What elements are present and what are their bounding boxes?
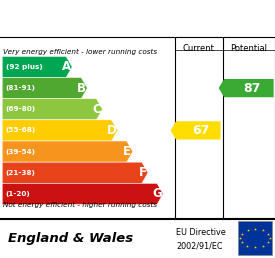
Text: B: B <box>77 82 86 95</box>
Polygon shape <box>219 79 274 97</box>
Text: Energy Efficiency Rating: Energy Efficiency Rating <box>36 12 239 27</box>
Text: Potential: Potential <box>230 44 267 53</box>
Text: EU Directive: EU Directive <box>176 228 226 237</box>
Text: England & Wales: England & Wales <box>8 232 133 245</box>
Text: (21-38): (21-38) <box>6 170 35 176</box>
Text: G: G <box>153 187 163 200</box>
Text: (55-68): (55-68) <box>6 127 36 133</box>
Text: A: A <box>62 60 71 74</box>
Text: (92 plus): (92 plus) <box>6 64 42 70</box>
Text: Current: Current <box>183 44 214 53</box>
Polygon shape <box>2 57 72 77</box>
Polygon shape <box>2 162 148 183</box>
Polygon shape <box>2 183 163 204</box>
Text: (81-91): (81-91) <box>6 85 35 91</box>
Text: 87: 87 <box>243 82 260 95</box>
Polygon shape <box>2 99 103 120</box>
Polygon shape <box>2 141 133 162</box>
Text: 67: 67 <box>192 124 210 137</box>
Text: 2002/91/EC: 2002/91/EC <box>176 241 222 251</box>
Bar <box>238 221 272 255</box>
Text: (39-54): (39-54) <box>6 149 35 155</box>
Text: D: D <box>107 124 117 137</box>
Text: Not energy efficient - higher running costs: Not energy efficient - higher running co… <box>3 202 157 208</box>
Text: Very energy efficient - lower running costs: Very energy efficient - lower running co… <box>3 49 157 55</box>
Text: F: F <box>138 166 147 179</box>
Text: (69-80): (69-80) <box>6 106 36 112</box>
Polygon shape <box>170 121 221 140</box>
Polygon shape <box>2 120 118 141</box>
Text: E: E <box>123 145 131 158</box>
Polygon shape <box>2 77 87 99</box>
Text: C: C <box>93 103 101 116</box>
Text: (1-20): (1-20) <box>6 191 30 197</box>
